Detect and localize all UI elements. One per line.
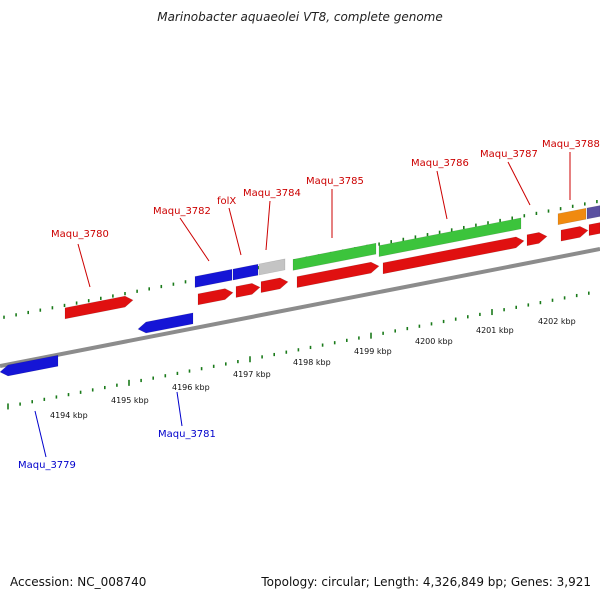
kbp-label: 4202 kbp bbox=[538, 317, 576, 326]
accession-text: Accession: NC_008740 bbox=[10, 575, 147, 589]
gene-label-maqu-3786[interactable]: Maqu_3786 bbox=[411, 158, 469, 169]
gene-maqu-3788 bbox=[560, 226, 589, 242]
gene-next bbox=[588, 222, 600, 237]
leader-line bbox=[34, 410, 47, 458]
kbp-label: 4197 kbp bbox=[233, 370, 271, 379]
gene-maqu-3781 bbox=[137, 312, 194, 334]
gene-maqu-3786 bbox=[382, 236, 525, 275]
kbp-label: 4198 kbp bbox=[293, 358, 331, 367]
genome-summary-text: Topology: circular; Length: 4,326,849 bp… bbox=[261, 575, 591, 589]
leader-line bbox=[77, 243, 91, 288]
gene-label-maqu-3781[interactable]: Maqu_3781 bbox=[158, 429, 216, 440]
leader-line bbox=[265, 200, 271, 251]
gene-label-maqu-3784[interactable]: Maqu_3784 bbox=[243, 188, 301, 199]
kbp-label: 4194 kbp bbox=[50, 411, 88, 420]
kbp-label: 4199 kbp bbox=[354, 347, 392, 356]
gene-row2-blue bbox=[194, 268, 233, 288]
gene-label-maqu-3782[interactable]: Maqu_3782 bbox=[153, 206, 211, 217]
leader-line bbox=[179, 217, 210, 262]
kbp-label: 4200 kbp bbox=[415, 337, 453, 346]
gene-folx bbox=[235, 283, 261, 298]
gene-maqu-3780 bbox=[64, 295, 134, 320]
gene-maqu-3784 bbox=[260, 277, 289, 293]
gene-maqu-3782 bbox=[197, 288, 234, 306]
gene-maqu-3779 bbox=[0, 354, 59, 377]
map-title: Marinobacter aquaeolei VT8, complete gen… bbox=[157, 10, 443, 24]
gene-row2-green-b bbox=[378, 217, 522, 257]
label-leaders bbox=[34, 152, 571, 458]
kbp-label: 4201 kbp bbox=[476, 326, 514, 335]
gene-label-folx[interactable]: folX bbox=[217, 196, 236, 207]
kbp-label: 4196 kbp bbox=[172, 383, 210, 392]
leader-line bbox=[176, 391, 183, 427]
gene-label-maqu-3787[interactable]: Maqu_3787 bbox=[480, 149, 538, 160]
gene-label-maqu-3779[interactable]: Maqu_3779 bbox=[18, 460, 76, 471]
gene-maqu-3787 bbox=[526, 232, 548, 247]
leader-line bbox=[507, 161, 531, 206]
genome-backbone bbox=[0, 247, 600, 368]
leader-line bbox=[436, 170, 448, 220]
gene-label-maqu-3785[interactable]: Maqu_3785 bbox=[306, 176, 364, 187]
gene-maqu-3785 bbox=[296, 261, 380, 288]
gene-label-maqu-3780[interactable]: Maqu_3780 bbox=[51, 229, 109, 240]
gene-label-maqu-3788[interactable]: Maqu_3788 bbox=[542, 139, 600, 150]
inner-tick-track bbox=[7, 291, 590, 410]
gene-track bbox=[0, 205, 600, 377]
leader-line bbox=[228, 207, 242, 256]
gene-row2-green bbox=[292, 242, 377, 271]
kbp-label: 4195 kbp bbox=[111, 396, 149, 405]
gene-row2-orange bbox=[557, 207, 587, 226]
gene-row2-purple bbox=[586, 205, 600, 220]
gene-row2-grey bbox=[258, 258, 286, 276]
gene-row2-blue-b bbox=[232, 263, 259, 281]
